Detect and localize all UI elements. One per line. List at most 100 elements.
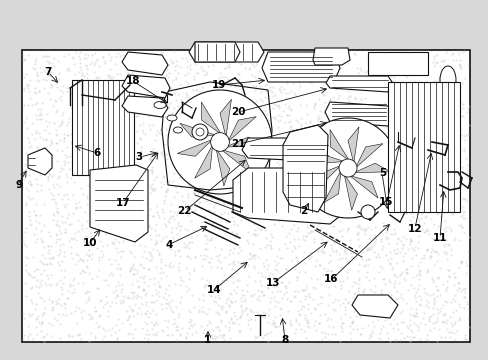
- Point: [414, 324, 422, 330]
- Point: [156, 238, 163, 244]
- Point: [455, 136, 463, 142]
- Point: [379, 278, 387, 284]
- Point: [40, 86, 48, 91]
- Point: [202, 163, 210, 169]
- Point: [355, 314, 363, 320]
- Point: [64, 296, 72, 301]
- Point: [129, 307, 137, 313]
- Point: [292, 225, 300, 230]
- Point: [268, 318, 276, 324]
- Point: [314, 144, 322, 149]
- Point: [298, 74, 306, 80]
- Point: [274, 127, 282, 132]
- Point: [405, 311, 413, 317]
- Point: [280, 154, 288, 159]
- Point: [367, 118, 375, 123]
- Point: [396, 159, 404, 165]
- Point: [336, 323, 344, 329]
- Point: [92, 292, 100, 298]
- Point: [67, 244, 75, 249]
- Point: [212, 324, 220, 330]
- Point: [305, 324, 313, 329]
- Point: [291, 132, 299, 138]
- Point: [82, 62, 90, 68]
- Point: [440, 249, 447, 255]
- Point: [321, 161, 329, 167]
- Point: [108, 120, 116, 125]
- Point: [359, 93, 367, 98]
- Point: [409, 101, 417, 107]
- Point: [266, 245, 274, 251]
- Point: [353, 268, 361, 274]
- Point: [84, 276, 92, 282]
- Point: [142, 75, 150, 80]
- Point: [75, 120, 83, 126]
- Point: [211, 225, 219, 230]
- Point: [176, 153, 184, 158]
- Point: [202, 198, 209, 204]
- Point: [219, 332, 226, 338]
- Point: [355, 65, 363, 71]
- Point: [268, 75, 276, 81]
- Point: [157, 184, 164, 190]
- Point: [200, 154, 208, 160]
- Point: [61, 76, 69, 81]
- Point: [63, 160, 71, 166]
- Point: [29, 65, 37, 71]
- Point: [42, 159, 50, 165]
- Point: [213, 280, 221, 286]
- Point: [359, 263, 367, 269]
- Point: [115, 318, 123, 323]
- Point: [39, 53, 47, 59]
- Point: [335, 75, 343, 80]
- Point: [383, 86, 391, 92]
- Point: [153, 102, 161, 107]
- Point: [185, 316, 193, 322]
- Point: [332, 114, 340, 120]
- Point: [439, 192, 447, 197]
- Point: [75, 165, 82, 170]
- Point: [460, 150, 468, 156]
- Point: [58, 141, 65, 147]
- Point: [394, 280, 402, 286]
- Point: [297, 287, 305, 293]
- Point: [225, 150, 233, 156]
- Point: [72, 163, 80, 169]
- Point: [223, 167, 231, 173]
- Point: [220, 168, 228, 174]
- Point: [181, 52, 189, 58]
- Point: [276, 87, 284, 93]
- Point: [379, 185, 387, 191]
- Point: [79, 307, 87, 312]
- Point: [94, 203, 102, 209]
- Point: [142, 92, 150, 98]
- Point: [291, 155, 299, 161]
- Point: [135, 190, 142, 195]
- Point: [265, 299, 273, 305]
- Point: [302, 233, 309, 239]
- Point: [20, 119, 28, 125]
- Point: [153, 63, 161, 68]
- Point: [226, 257, 234, 262]
- Point: [45, 224, 53, 229]
- Point: [174, 120, 182, 126]
- Point: [386, 188, 394, 193]
- Point: [196, 163, 203, 169]
- Point: [326, 316, 334, 322]
- Point: [230, 221, 238, 226]
- Point: [38, 178, 46, 184]
- Point: [412, 296, 420, 302]
- Point: [395, 66, 403, 72]
- Point: [89, 240, 97, 246]
- Point: [432, 124, 440, 130]
- Point: [176, 81, 184, 87]
- Point: [375, 67, 383, 73]
- Point: [337, 264, 345, 270]
- Point: [201, 232, 208, 238]
- Point: [187, 323, 195, 329]
- Polygon shape: [177, 139, 212, 156]
- Point: [243, 229, 251, 235]
- Point: [76, 92, 83, 98]
- Point: [29, 151, 37, 157]
- Point: [95, 131, 102, 136]
